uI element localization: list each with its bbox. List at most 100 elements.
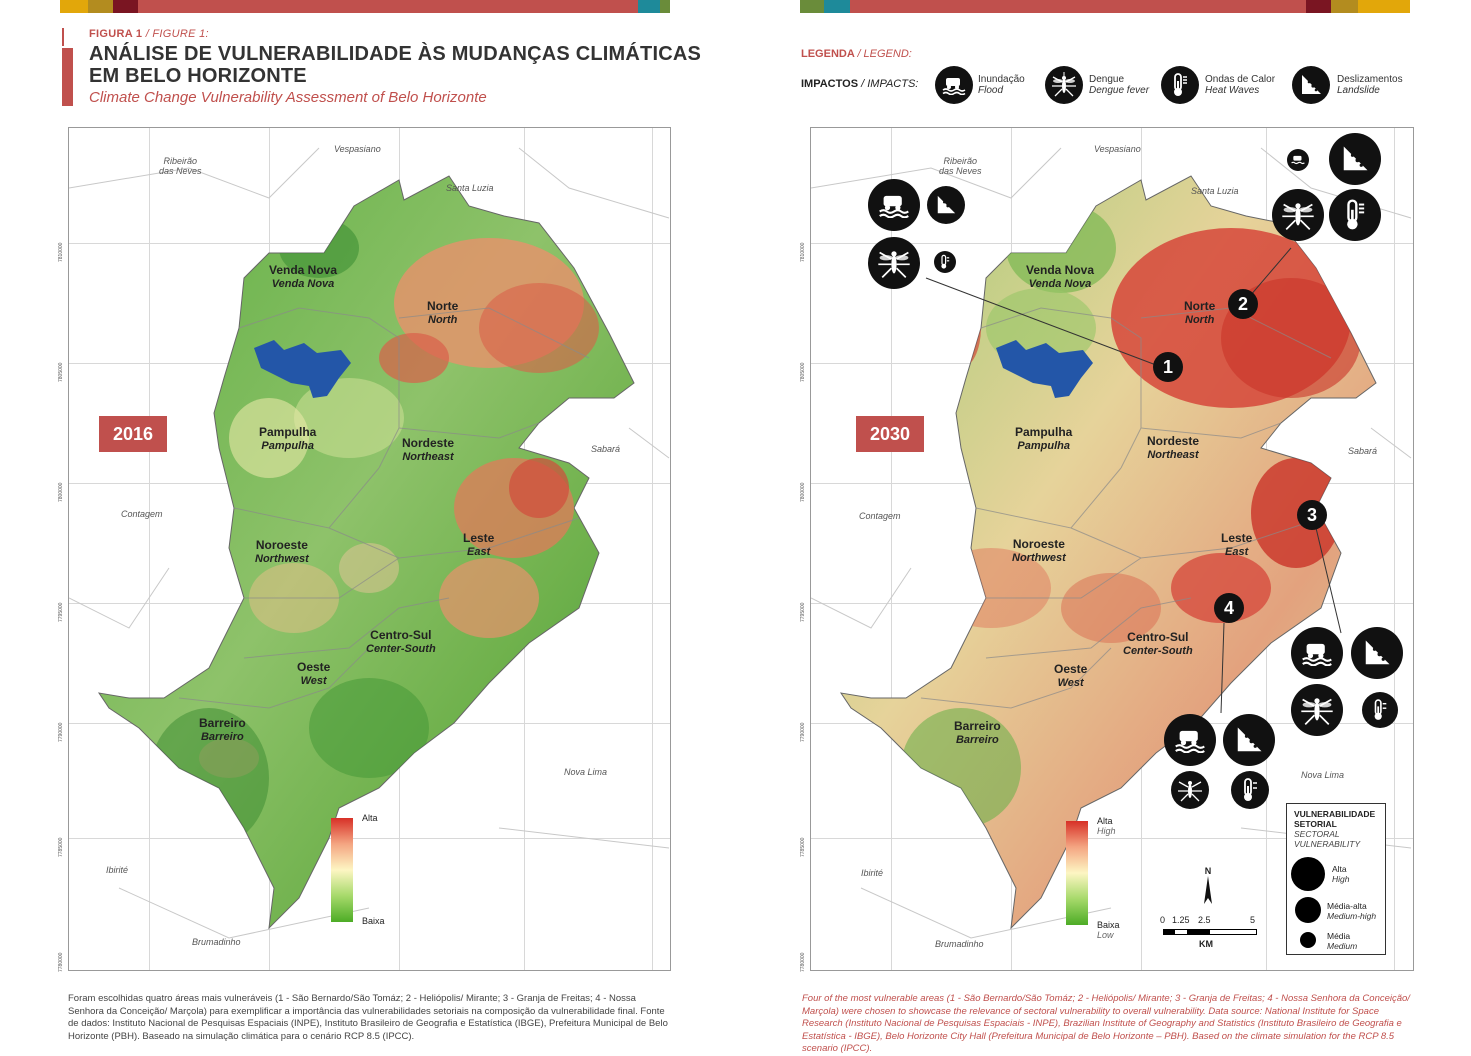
caption-en: Four of the most vulnerable areas (1 - S…: [802, 993, 1410, 1054]
y-tick: 7805000: [58, 362, 64, 382]
year-badge-2030: 2030: [856, 416, 924, 452]
thermometer-icon: [1161, 66, 1199, 104]
legend-low-label: Baixa Low: [1097, 920, 1120, 940]
city-contagem: Contagem: [121, 509, 163, 519]
city-ribeirao-das-neves: Ribeirão das Neves: [159, 156, 202, 176]
landslide-icon: [1329, 133, 1381, 185]
y-tick: 7810000: [58, 242, 64, 262]
page-subtitle: Climate Change Vulnerability Assessment …: [89, 89, 487, 106]
thermometer-icon: [934, 251, 956, 273]
region-oeste: Oeste West: [297, 660, 331, 687]
impact-heatwave-label: Ondas de Calor Heat Waves: [1205, 74, 1276, 96]
year-badge-2016: 2016: [99, 416, 167, 452]
y-tick: 7790000: [800, 722, 806, 742]
flood-icon: [1287, 149, 1309, 171]
region-centro-sul: Centro-Sul Center-South: [366, 628, 436, 655]
left-title-rule: [62, 28, 64, 46]
medium-dot: [1300, 932, 1316, 948]
scale-bar: 0 1.25 2.5 5 KM: [1160, 915, 1257, 949]
city-brumadinho: Brumadinho: [935, 939, 984, 949]
area-marker-4: 4: [1214, 593, 1244, 623]
map-2030: 600000 605000 610000 615000 620000 Ribei…: [810, 127, 1414, 971]
mosquito-icon: [1291, 684, 1343, 736]
page-title: ANÁLISE DE VULNERABILIDADE ÀS MUDANÇAS C…: [89, 43, 702, 87]
flood-icon: [1164, 714, 1216, 766]
city-santa-luzia: Santa Luzia: [446, 183, 494, 193]
city-ribeirao-das-neves: Ribeirão das Neves: [939, 156, 982, 176]
landslide-icon: [1223, 714, 1275, 766]
impact-landslide-label: Deslizamentos Landslide: [1337, 74, 1403, 96]
region-oeste: Oeste West: [1054, 662, 1088, 689]
medium-high-dot: [1295, 897, 1321, 923]
city-brumadinho: Brumadinho: [192, 937, 241, 947]
legend-high-label: Alta High: [1097, 816, 1116, 836]
city-vespasiano: Vespasiano: [334, 144, 381, 154]
region-nordeste: Nordeste Northeast: [1147, 434, 1200, 461]
thermometer-icon: [1231, 771, 1269, 809]
left-color-bar: [60, 0, 670, 13]
region-leste: Leste East: [463, 531, 495, 558]
figure-label: FIGURA 1 / FIGURE 1:: [89, 28, 209, 40]
landslide-icon: [1351, 627, 1403, 679]
impacts-label: IMPACTOS / IMPACTS:: [801, 78, 919, 90]
thermometer-icon: [1362, 692, 1398, 728]
city-nova-lima: Nova Lima: [564, 767, 608, 777]
flood-icon: [1291, 627, 1343, 679]
impact-flood-label: Inundação Flood: [978, 74, 1025, 96]
y-tick: 7795000: [58, 602, 64, 622]
city-sabara: Sabará: [1348, 446, 1378, 456]
city-nova-lima: Nova Lima: [1301, 770, 1345, 780]
landslide-icon: [1292, 66, 1330, 104]
vulnerability-color-scale: [331, 818, 353, 922]
y-tick: 7790000: [58, 722, 64, 742]
area-marker-3: 3: [1297, 500, 1327, 530]
city-ibirite: Ibirité: [861, 868, 884, 878]
region-nordeste: Nordeste Northeast: [402, 436, 455, 463]
map-2016: 600000 605000 610000 615000 620000 Ribei…: [68, 127, 671, 971]
region-norte: Norte North: [427, 299, 459, 326]
left-title-rule-thick: [62, 48, 73, 106]
right-color-bar: [800, 0, 1410, 13]
region-leste: Leste East: [1221, 531, 1253, 558]
landslide-icon: [927, 186, 965, 224]
y-tick: 7780000: [58, 952, 64, 972]
impact-dengue-label: Dengue Dengue fever: [1089, 74, 1150, 96]
city-ibirite: Ibirité: [106, 865, 129, 875]
high-dot: [1291, 857, 1325, 891]
vulnerability-color-scale: [1066, 821, 1088, 925]
legend-low-label: Baixa: [362, 916, 385, 926]
legend-high-label: Alta: [362, 813, 378, 823]
municipality-map: [69, 147, 670, 939]
region-pampulha: Pampulha Pampulha: [259, 425, 317, 452]
mosquito-icon: [868, 237, 920, 289]
y-tick: 7795000: [800, 602, 806, 622]
region-venda-nova: Venda Nova Venda Nova: [269, 263, 338, 290]
flood-icon: [868, 179, 920, 231]
city-vespasiano: Vespasiano: [1094, 144, 1141, 154]
city-contagem: Contagem: [859, 511, 901, 521]
legend-title: LEGENDA / LEGEND:: [801, 48, 912, 60]
city-santa-luzia: Santa Luzia: [1191, 186, 1239, 196]
y-tick: 7810000: [800, 242, 806, 262]
region-centro-sul: Centro-Sul Center-South: [1123, 630, 1193, 657]
region-noroeste: Noroeste Northwest: [1012, 537, 1066, 564]
area-marker-1: 1: [1153, 352, 1183, 382]
north-arrow: N: [1201, 866, 1215, 908]
area-marker-2: 2: [1228, 289, 1258, 319]
y-tick: 7800000: [800, 482, 806, 502]
region-venda-nova: Venda Nova Venda Nova: [1026, 263, 1095, 290]
city-sabara: Sabará: [591, 444, 621, 454]
sectoral-vulnerability-legend: VULNERABILIDADE SETORIAL SECTORAL VULNER…: [1286, 803, 1386, 955]
y-tick: 7800000: [58, 482, 64, 502]
caption-pt: Foram escolhidas quatro áreas mais vulne…: [68, 993, 668, 1042]
municipality-map: [811, 147, 1412, 939]
mosquito-icon: [1272, 189, 1324, 241]
thermometer-icon: [1329, 189, 1381, 241]
y-tick: 7785000: [800, 837, 806, 857]
region-barreiro: Barreiro Barreiro: [954, 719, 1001, 746]
mosquito-icon: [1171, 771, 1209, 809]
region-barreiro: Barreiro Barreiro: [199, 716, 246, 743]
region-norte: Norte North: [1184, 299, 1216, 326]
y-tick: 7805000: [800, 362, 806, 382]
flood-icon: [935, 66, 973, 104]
